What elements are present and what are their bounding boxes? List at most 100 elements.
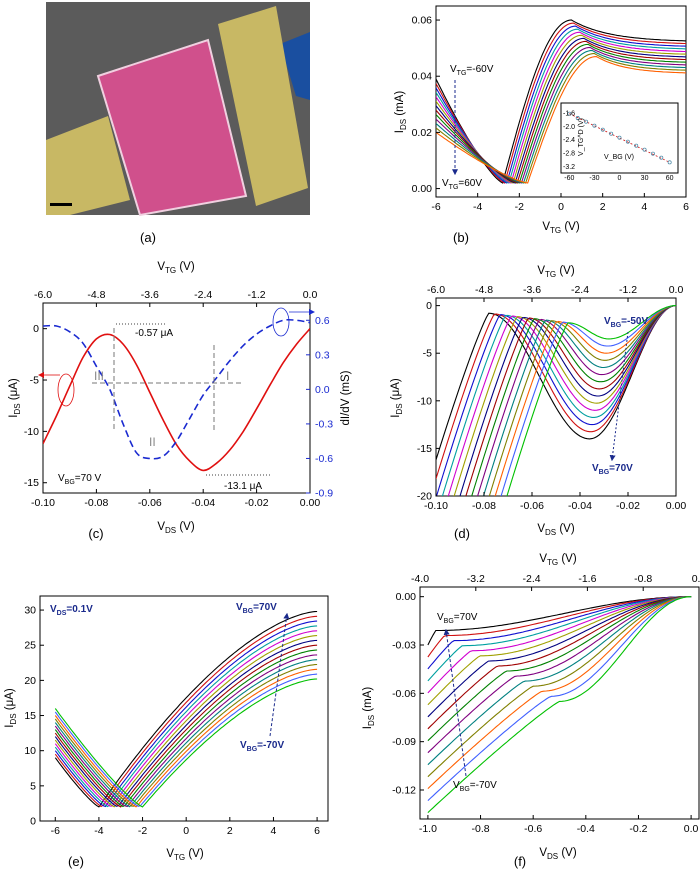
panel-e-ytick-label: 30	[24, 605, 36, 617]
panel-f-ytick-label: 0.00	[396, 591, 417, 603]
panel-c-roman-III: III	[94, 369, 104, 383]
panel-b-ytick-label: 0.00	[412, 183, 433, 195]
panel-f-series-line	[427, 596, 692, 658]
panel-d-curves	[436, 305, 676, 496]
panel-c-annot-max: -0.57 μA	[135, 328, 173, 339]
panel-e-xlabel: VTG (V)	[166, 848, 203, 862]
panel-e-series-line	[54, 615, 318, 808]
panel-d-ytick-label: -10	[417, 395, 432, 407]
panel-b-inset-area	[560, 102, 679, 174]
panel-b-xtick-label: 6	[683, 201, 689, 213]
panel-f-xtick-label: -0.6	[524, 823, 542, 835]
panel-b-xtick-label: -4	[473, 201, 482, 213]
panel-d-series-line	[500, 305, 676, 496]
panel-b-xtick-label: -6	[431, 201, 440, 213]
panel-d-series-line	[447, 305, 676, 496]
panel-b-ytick-label: 0.04	[412, 71, 433, 83]
panel-f-x2tick-label: -3.2	[467, 573, 485, 585]
panel-e-axes: -6 -4 -2 0 2 4 6 0 5 10 15 20 25 30	[24, 605, 320, 837]
panel-d-series-line	[436, 305, 676, 496]
panel-c-xtick-label: -0.10	[31, 497, 55, 509]
panel-f-ytick-label: -0.06	[392, 688, 416, 700]
panel-b-inset-point	[617, 135, 622, 140]
panel-b-inset-xtick-label: -60	[564, 175, 574, 182]
panel-e-xtick-label: -4	[94, 825, 103, 837]
panel-b-inset-point	[659, 155, 664, 160]
sem-pink-flake-edge	[96, 38, 248, 217]
panel-b-inset: -60 -30 0 30 60 -1.6 -2.0 -2.4 -2.8 -3.2 V_BG (V) V…	[560, 102, 679, 182]
panel-b-inset-point	[650, 151, 655, 156]
panel-c-x2tick-label: -4.8	[87, 289, 105, 301]
panel-e-arrow	[269, 612, 290, 737]
panel-e-ylabel: IDS (μA)	[4, 688, 18, 728]
panel-b-series-line	[436, 56, 686, 184]
panel-c-x2tick-label: 0.0	[303, 289, 318, 301]
panel-d-series-line	[441, 305, 676, 496]
panel-d-series-line	[477, 305, 676, 496]
panel-b-inset-point	[609, 131, 614, 136]
panel-c-xtick-label: -0.02	[245, 497, 269, 509]
panel-label-a: (a)	[140, 230, 156, 245]
panel-d-x2tick-label: -6.0	[427, 284, 445, 296]
sem-scale-bar	[50, 203, 72, 206]
panel-c-annot-vbg: VBG=70 V	[58, 473, 102, 486]
panel-b-annot-top: VTG=-60V	[450, 64, 494, 77]
panel-f-plot-area	[419, 586, 700, 820]
panel-d: -0.10 -0.08 -0.06 -0.04 -0.02 0.00 0 -5 -10 -15 -2…	[390, 265, 687, 541]
panel-d-x2label: VTG (V)	[537, 265, 574, 279]
panel-f-x2tick-label: 0.0	[692, 573, 700, 585]
panel-f-series-line	[427, 596, 692, 730]
panel-f-ytick-label: -0.03	[392, 640, 416, 652]
panel-c-plot-area	[42, 302, 311, 494]
panel-e-xtick-label: 4	[271, 825, 277, 837]
panel-d-x2tick-label: -3.6	[523, 284, 541, 296]
panel-e-ytick-label: 10	[24, 745, 36, 757]
sem-gold-electrode-left	[46, 116, 130, 215]
panel-d-xlabel: VDS (V)	[537, 523, 574, 537]
panel-c-ytick-label: -5	[30, 375, 39, 387]
panel-f-xlabel: VDS (V)	[539, 847, 576, 861]
panel-e-annot-top: VBG=70V	[236, 602, 277, 615]
panel-c-xtick-label: -0.08	[84, 497, 108, 509]
panel-e-curves	[54, 610, 318, 808]
panel-c-ytick-label: 0	[33, 323, 39, 335]
panel-d-annot-bottom: VBG=70V	[592, 463, 633, 476]
panel-b-xtick-label: -2	[515, 201, 524, 213]
panel-e-series-line	[54, 630, 318, 807]
panel-c-right-ellipse	[272, 307, 290, 337]
sem-blue-electrode	[280, 32, 310, 100]
panel-e-plot-area	[39, 595, 329, 822]
panel-e-series-line	[54, 625, 318, 808]
panel-f-xtick-label: 0.0	[684, 823, 699, 835]
panel-c-y2tick-label: -0.6	[315, 453, 333, 465]
panel-f-arrow	[443, 628, 467, 777]
panel-d-ytick-label: -20	[417, 491, 432, 503]
panel-d-axes: -0.10 -0.08 -0.06 -0.04 -0.02 0.00 0 -5 -10 -15 -2…	[417, 284, 687, 512]
panel-d-series-line	[488, 305, 676, 496]
panel-f-series-line	[427, 596, 692, 789]
panel-d-series-line	[482, 305, 676, 496]
panel-e-series-line	[54, 678, 318, 808]
panel-f-series-line	[427, 596, 692, 706]
panel-b-inset-point	[592, 123, 597, 128]
panel-d-series-line	[453, 305, 676, 496]
panel-f-series-line	[427, 596, 692, 670]
panel-e-annot-vds: VDS=0.1V	[50, 604, 93, 617]
panel-e-series-line	[54, 659, 318, 808]
panel-f-series-line	[427, 596, 692, 718]
panel-f-xtick-label: -0.2	[629, 823, 647, 835]
panel-c-ytick-label: -10	[24, 426, 39, 438]
panel-f-x2tick-label: -2.4	[523, 573, 541, 585]
panel-d-annot-top: VBG=-50V	[604, 316, 648, 329]
panel-f-series-line	[427, 596, 692, 801]
panel-c-x2tick-label: -2.4	[194, 289, 212, 301]
panel-c-left-ellipse	[57, 373, 75, 407]
panel-c-left-arrowhead	[38, 372, 44, 378]
sem-pink-flake	[98, 40, 246, 215]
panel-e-ytick-label: 15	[24, 710, 36, 722]
panel-d-xtick-label: -0.04	[568, 500, 592, 512]
panel-e-ytick-label: 25	[24, 640, 36, 652]
panel-e-series-line	[54, 635, 318, 808]
panel-f-curves	[427, 596, 692, 813]
